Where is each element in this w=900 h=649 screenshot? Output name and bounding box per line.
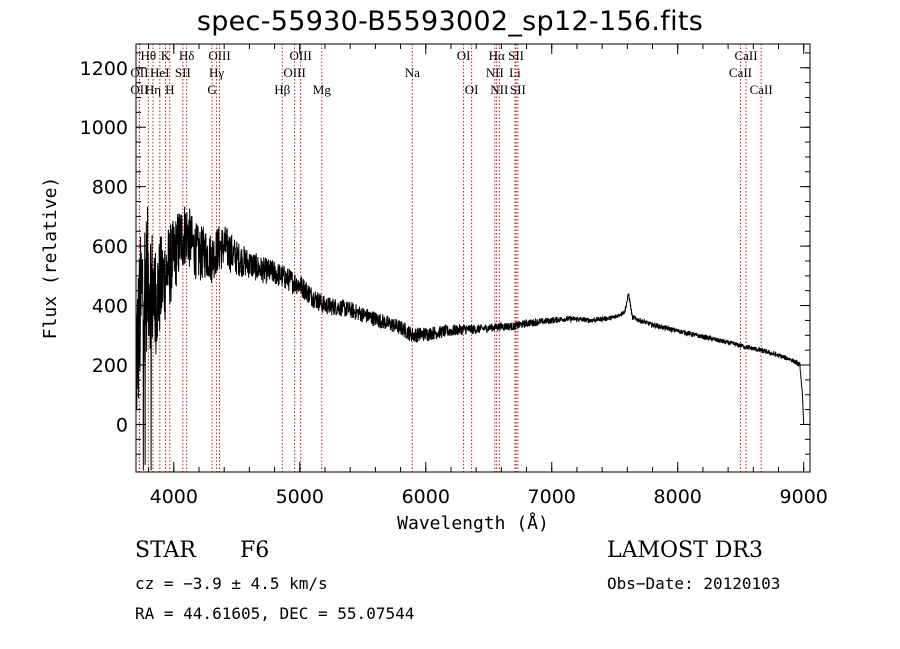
y-tick-label: 0 [116, 414, 128, 436]
line-label-9: OIII [208, 48, 230, 63]
line-label-8: Hδ [179, 48, 195, 63]
line-label-4: Hη [145, 82, 161, 97]
line-label-15: Mg [313, 82, 332, 97]
observation-date: Obs−Date: 20120103 [607, 574, 781, 593]
line-label-26: CaII [729, 65, 752, 80]
line-label-11: G [207, 82, 216, 97]
plot-frame [135, 43, 811, 473]
x-tick-label: 9000 [780, 486, 828, 508]
line-label-20: SII [508, 48, 524, 63]
y-tick-label: 600 [92, 236, 128, 258]
spectrum-trace [135, 206, 805, 471]
line-label-25: CaII [734, 48, 757, 63]
x-tick-label: 6000 [402, 486, 450, 508]
line-label-3: K [161, 48, 171, 63]
x-axis-label: Wavelength (Å) [397, 512, 549, 534]
y-tick-label: 1000 [80, 117, 128, 139]
axis-ticks: 4000 5000 6000 7000 8000 9000 0 200 400 600 800 100… [80, 44, 828, 508]
line-label-13: OIII [289, 48, 311, 63]
line-label-24: SII [510, 82, 526, 97]
x-tick-label: 7000 [528, 486, 576, 508]
line-label-7: SII [175, 65, 191, 80]
line-label-22: Li [509, 65, 521, 80]
chart-title: spec-55930-B5593002_sp12-156.fits [196, 6, 704, 37]
redshift-cz: cz = −3.9 ± 4.5 km/s [135, 574, 328, 593]
line-label-23: NII [490, 82, 508, 97]
x-tick-label: 4000 [150, 486, 198, 508]
y-tick-label: 1200 [80, 58, 128, 80]
line-label-19: Hα [489, 48, 505, 63]
line-label-2: OII [130, 82, 148, 97]
line-label-6: H [165, 82, 174, 97]
y-tick-label: 800 [92, 177, 128, 199]
y-axis-label: Flux (relative) [40, 177, 61, 340]
survey-name: LAMOST DR3 [607, 538, 763, 563]
object-type: STAR [135, 538, 196, 563]
x-tick-label: 5000 [276, 486, 324, 508]
line-label-1: OII [130, 65, 148, 80]
line-label-5: HeI [150, 65, 170, 80]
line-label-12: Hβ [274, 82, 290, 97]
line-label-14: OIII [283, 65, 305, 80]
line-label-0: Hθ [141, 48, 157, 63]
line-label-27: CaII [750, 82, 773, 97]
line-label-16: Na [405, 65, 420, 80]
line-label-18: OI [465, 82, 479, 97]
y-tick-label: 200 [92, 355, 128, 377]
spectrum-line [135, 206, 805, 471]
coordinates: RA = 44.61605, DEC = 55.07544 [135, 604, 415, 623]
line-label-21: NII [486, 65, 504, 80]
line-label-17: OI [457, 48, 471, 63]
x-tick-label: 8000 [654, 486, 702, 508]
object-subclass: F6 [240, 538, 270, 563]
line-label-10: Hγ [209, 65, 224, 80]
y-tick-label: 400 [92, 296, 128, 318]
